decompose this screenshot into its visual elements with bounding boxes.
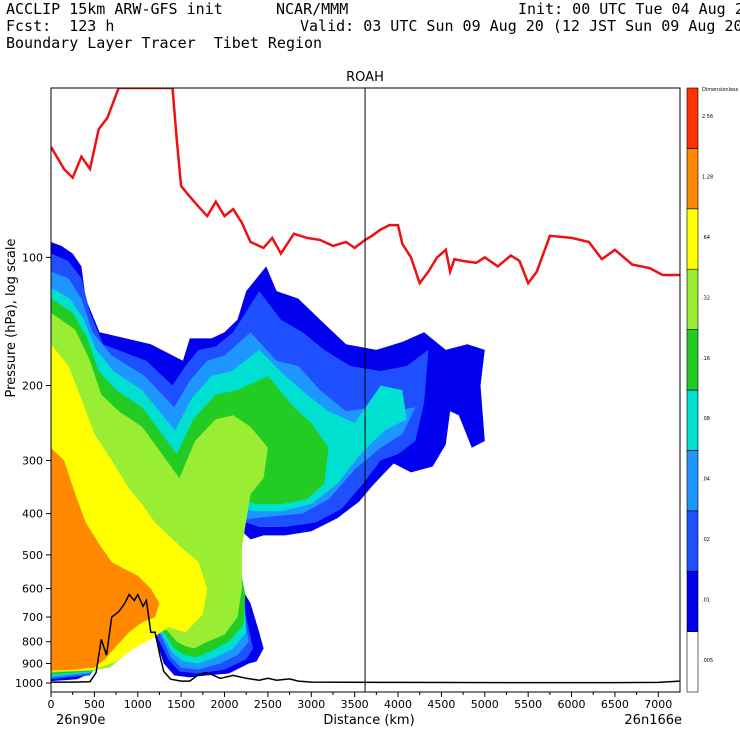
y-tick-label: 400	[22, 508, 43, 521]
y-tick-label: 100	[22, 251, 43, 264]
header-model: ACCLIP 15km ARW-GFS init	[6, 0, 223, 18]
x-tick-label: 5500	[514, 698, 542, 711]
header-init: Init: 00 UTC Tue 04 Aug 20	[518, 0, 740, 18]
x-tick-label: 2000	[211, 698, 239, 711]
colorbar-swatch	[686, 87, 699, 149]
colorbar-swatch	[686, 389, 699, 451]
colorbar-label: .64	[702, 235, 710, 241]
y-axis-label: Pressure (hPa), log scale	[4, 239, 19, 398]
y-tick-label: 300	[22, 454, 43, 467]
plot-frame	[50, 87, 681, 693]
x-tick-label: 1500	[167, 698, 195, 711]
x-tick-label: 500	[84, 698, 105, 711]
axes: 0 500 1000 1500 2000 2500 3000 3500 4000 4500 5000…	[15, 251, 672, 711]
colorbar-swatch	[686, 631, 699, 693]
colorbar-label: .01	[702, 597, 710, 603]
x-tick-label: 3500	[341, 698, 369, 711]
x-tick-label: 4500	[427, 698, 455, 711]
tracer-region-64	[51, 447, 160, 671]
colorbar-label: .32	[702, 295, 710, 301]
y-tick-label: 700	[22, 611, 43, 624]
x-tick-label: 4000	[384, 698, 412, 711]
header-org: NCAR/MMM	[276, 0, 349, 18]
colorbar-swatch	[686, 450, 699, 512]
x-tick-label: 0	[48, 698, 55, 711]
x-tick-label: 6000	[558, 698, 586, 711]
colorbar-label: 1.28	[702, 175, 713, 181]
chart-title: ROAH	[346, 70, 384, 85]
colorbar-label: .02	[702, 537, 710, 543]
header-valid: Valid: 03 UTC Sun 09 Aug 20 (12 JST Sun …	[300, 17, 740, 35]
x-tick-label: 3000	[297, 698, 325, 711]
x-axis-label: Distance (km)	[323, 713, 414, 728]
y-tick-label: 900	[22, 658, 43, 671]
x-tick-label: 2500	[254, 698, 282, 711]
colorbar-label: .16	[702, 356, 710, 362]
colorbar-swatch	[686, 570, 699, 632]
colorbar-swatch	[686, 208, 699, 270]
x-left-endpoint: 26n90e	[56, 713, 105, 728]
colorbar-swatch	[686, 148, 699, 210]
terrain-line	[51, 592, 680, 684]
y-tick-label: 200	[22, 379, 43, 392]
y-tick-label: 1000	[15, 677, 43, 690]
x-right-endpoint: 26n166e	[624, 713, 682, 728]
colorbar-label: 2.56	[702, 114, 713, 120]
x-tick-label: 7000	[644, 698, 672, 711]
colorbar-label: .04	[702, 477, 710, 483]
colorbar-swatch	[686, 510, 699, 572]
y-tick-label: 800	[22, 636, 43, 649]
colorbar-swatch	[686, 329, 699, 391]
y-tick-label: 600	[22, 583, 43, 596]
colorbar-label: Dimensionless	[702, 87, 739, 93]
colorbar-label: .005	[702, 658, 713, 664]
x-tick-label: 6500	[601, 698, 629, 711]
colorbar-swatch	[686, 268, 699, 330]
header-field: Boundary Layer Tracer Tibet Region	[6, 34, 323, 52]
colorbar-label: .08	[702, 416, 710, 422]
tracer-fills	[51, 242, 485, 682]
x-tick-label: 5000	[471, 698, 499, 711]
colorbar-legend: Dimensionless .005 .01 .02 .04 .08 .16 .32 .64 1.…	[686, 87, 739, 693]
x-tick-label: 1000	[124, 698, 152, 711]
y-tick-label: 500	[22, 549, 43, 562]
header-fcst: Fcst: 123 h	[6, 17, 115, 35]
